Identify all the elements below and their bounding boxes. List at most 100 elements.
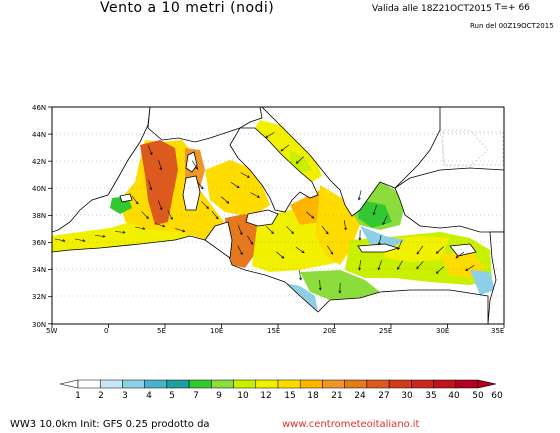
wind-arrow bbox=[435, 266, 444, 274]
wind-arrow bbox=[148, 180, 153, 191]
source-link[interactable]: www.centrometeoitaliano.it bbox=[282, 419, 420, 430]
valid-time: Valida alle 18Z21OCT2015 bbox=[372, 4, 492, 14]
wind-arrow bbox=[220, 196, 230, 204]
colorbar bbox=[59, 379, 497, 389]
colorbar-labels: 1 2 3 4 5 7 9 10 12 15 18 21 24 27 30 35… bbox=[75, 391, 503, 401]
lat-label: 32N bbox=[32, 293, 46, 301]
lat-label: 36N bbox=[32, 239, 46, 247]
colorbar-label: 30 bbox=[401, 391, 413, 401]
colorbar-label: 21 bbox=[331, 391, 342, 401]
lat-label: 34N bbox=[32, 266, 46, 274]
lon-label: 0 bbox=[104, 327, 108, 335]
colorbar-swatch bbox=[122, 379, 145, 389]
colorbar-label: 5 bbox=[169, 391, 175, 401]
wind-arrow bbox=[321, 225, 329, 235]
wind-arrow bbox=[377, 235, 382, 246]
footer-credit: WW3 10.0km Init: GFS 0.25 prodotto da bbox=[10, 419, 210, 430]
forecast-step: T=+ 66 bbox=[495, 3, 530, 13]
wind-arrow bbox=[114, 230, 126, 234]
lat-label: 30N bbox=[32, 321, 46, 329]
colorbar-left-arrow bbox=[59, 379, 79, 389]
lat-label: 42N bbox=[32, 158, 46, 166]
lat-label: 44N bbox=[32, 131, 46, 139]
colorbar-swatch bbox=[188, 379, 212, 389]
colorbar-swatch bbox=[455, 379, 479, 389]
wind-arrow bbox=[247, 235, 254, 245]
wind-arrow bbox=[158, 160, 163, 171]
wind-arrow bbox=[357, 190, 362, 201]
wind-arrow bbox=[211, 210, 219, 220]
colorbar-swatch bbox=[433, 379, 457, 389]
wind-arrow bbox=[465, 265, 475, 271]
lon-label: 10E bbox=[210, 327, 223, 335]
lat-label: 40N bbox=[32, 185, 46, 193]
wind-arrow bbox=[295, 246, 305, 254]
colorbar-label: 35 bbox=[425, 391, 436, 401]
wind-arrow bbox=[372, 205, 377, 216]
wind-arrow bbox=[201, 201, 209, 210]
wind-arrow bbox=[196, 180, 204, 190]
colorbar-swatch bbox=[277, 379, 301, 389]
wind-arrow bbox=[135, 226, 146, 231]
colorbar-swatch bbox=[322, 379, 345, 389]
axis-ticks bbox=[48, 106, 505, 328]
lat-label: 46N bbox=[32, 104, 46, 112]
wind-arrow bbox=[131, 195, 139, 205]
colorbar-swatch bbox=[411, 379, 434, 389]
wind-arrow bbox=[435, 246, 444, 254]
lon-label: 5E bbox=[157, 327, 166, 335]
wind-arrow bbox=[265, 132, 275, 138]
map-title: Vento a 10 metri (nodi) bbox=[100, 0, 275, 16]
subregion-box bbox=[442, 131, 504, 166]
colorbar-label: 2 bbox=[98, 391, 104, 401]
wind-arrow bbox=[295, 156, 304, 164]
colorbar-label: 60 bbox=[491, 391, 503, 401]
colorbar-label: 27 bbox=[378, 391, 389, 401]
colorbar-label: 40 bbox=[448, 391, 460, 401]
wind-arrow bbox=[397, 260, 403, 270]
longitude-labels: 5W 0 5E 10E 15E 20E 25E 30E 35E bbox=[46, 327, 504, 335]
colorbar-swatch bbox=[144, 379, 168, 389]
wind-arrow bbox=[358, 260, 362, 271]
lon-label: 5W bbox=[46, 327, 57, 335]
colorbar-label: 15 bbox=[284, 391, 295, 401]
wind-arrow bbox=[338, 282, 342, 294]
colorbar-swatch bbox=[99, 379, 123, 389]
colorbar-right-arrow bbox=[477, 379, 497, 389]
wind-arrow bbox=[250, 192, 260, 198]
wind-arrow bbox=[147, 145, 153, 156]
wind-arrow bbox=[416, 245, 424, 255]
colorbar-swatch bbox=[255, 379, 279, 389]
wind-arrow bbox=[327, 245, 334, 255]
colorbar-label: 7 bbox=[193, 391, 199, 401]
graticule bbox=[52, 133, 504, 297]
wind-arrow bbox=[382, 215, 388, 226]
wind-arrow bbox=[416, 261, 424, 270]
wind-arrow bbox=[358, 229, 362, 241]
wind-arrow bbox=[237, 245, 243, 256]
wind-arrow bbox=[305, 211, 315, 219]
wind-arrow bbox=[280, 144, 290, 152]
colorbar-swatch bbox=[299, 379, 323, 389]
wind-arrow bbox=[155, 223, 166, 228]
wind-arrow bbox=[192, 160, 199, 170]
wind-arrow bbox=[343, 220, 347, 231]
wind-arrow bbox=[286, 226, 294, 235]
wind-arrow bbox=[266, 226, 274, 235]
lon-label: 30E bbox=[436, 327, 449, 335]
colorbar-swatch bbox=[344, 379, 368, 389]
colorbar-label: 9 bbox=[216, 391, 222, 401]
wind-arrow bbox=[230, 181, 240, 189]
latitude-labels: 46N 44N 42N 40N 38N 36N 34N 32N 30N bbox=[32, 104, 46, 329]
lon-label: 15E bbox=[267, 327, 280, 335]
colorbar-label: 4 bbox=[146, 391, 152, 401]
colorbar-label: 10 bbox=[237, 391, 249, 401]
colorbar-label: 24 bbox=[354, 391, 366, 401]
wind-arrow bbox=[298, 270, 302, 281]
wind-arrow bbox=[397, 240, 403, 251]
wind-arrow bbox=[318, 279, 322, 291]
colorbar-swatch bbox=[233, 379, 257, 389]
lon-label: 20E bbox=[323, 327, 336, 335]
colorbar-swatch bbox=[366, 379, 390, 389]
